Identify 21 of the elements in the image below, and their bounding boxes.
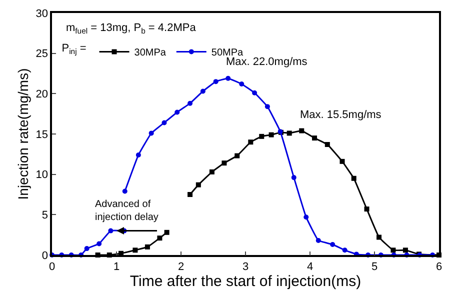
y-tick-label: 10 (36, 169, 48, 182)
annotation: Advanced of injection delay (95, 199, 158, 223)
y-tick-label: 0 (42, 250, 48, 262)
x-axis-title: Time after the start of injection(ms) (130, 272, 362, 290)
x-tick-label: 4 (306, 260, 314, 273)
x-tick-label: 5 (371, 260, 378, 273)
annotation: Max. 22.0mg/ms (226, 56, 308, 68)
x-tick-label: 1 (113, 260, 120, 273)
legend-label: 30MPa (134, 48, 166, 59)
legend-title: P$_{inj}$ = (62, 42, 86, 56)
y-axis-title: Injection rate(mg/ms) (14, 68, 31, 200)
y-tick-label: 30 (36, 8, 48, 20)
annotation: m$_{fuel}$ = 13mg, P$_{b}$ = 4.2MPa (66, 22, 197, 36)
y-tick-label: 25 (36, 48, 48, 60)
x-tick-label: 6 (436, 260, 442, 273)
annotation: Max. 15.5mg/ms (300, 109, 382, 121)
y-tick-label: 5 (42, 210, 48, 222)
x-tick-label: 2 (178, 260, 184, 273)
x-tick-label: 3 (242, 260, 249, 273)
y-tick-label: 15 (36, 128, 48, 141)
y-tick-label: 20 (36, 88, 48, 101)
